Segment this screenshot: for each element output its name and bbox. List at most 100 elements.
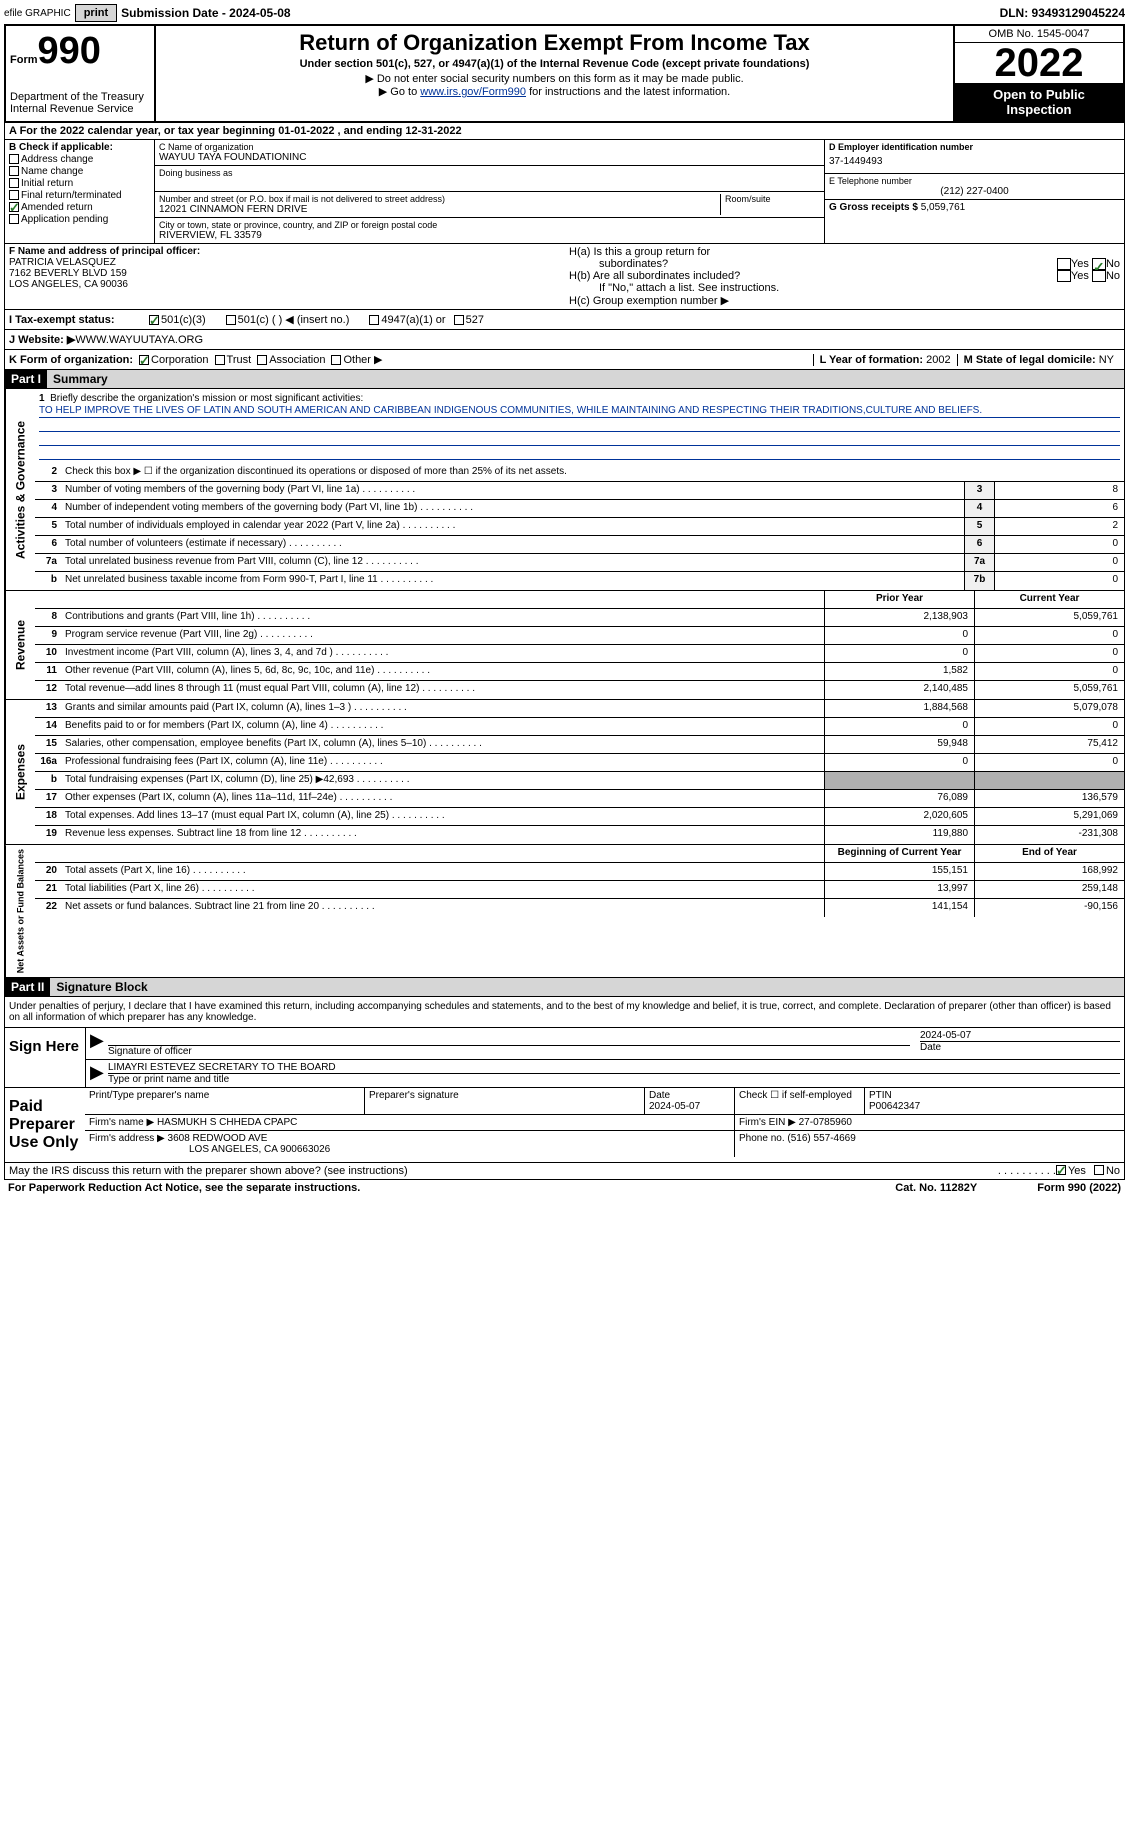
domicile: NY xyxy=(1099,354,1114,366)
chk-4947[interactable] xyxy=(369,315,379,325)
form-subtitle: Under section 501(c), 527, or 4947(a)(1)… xyxy=(160,58,949,70)
sign-here-block: Sign Here ▶Signature of officer2024-05-0… xyxy=(4,1028,1125,1088)
org-name: WAYUU TAYA FOUNDATIONINC xyxy=(159,152,820,163)
dept-treasury: Department of the Treasury xyxy=(10,91,150,103)
current-year-hdr: Current Year xyxy=(974,591,1124,608)
summary-row: 8 Contributions and grants (Part VIII, l… xyxy=(35,609,1124,627)
chk-trust[interactable] xyxy=(215,355,225,365)
print-button[interactable]: print xyxy=(75,4,117,22)
chk-initial[interactable]: Initial return xyxy=(9,178,150,189)
firm-name-label: Firm's name ▶ xyxy=(89,1117,154,1128)
ptin-label: PTIN xyxy=(869,1090,892,1101)
summary-row: 12 Total revenue—add lines 8 through 11 … xyxy=(35,681,1124,699)
firm-addr2: LOS ANGELES, CA 900663026 xyxy=(189,1144,330,1155)
line-2: Check this box ▶ ☐ if the organization d… xyxy=(61,464,1124,481)
hb-label: H(b) Are all subordinates included? xyxy=(569,270,740,282)
discuss-no[interactable] xyxy=(1094,1165,1104,1175)
activities-section: Activities & Governance 1 Briefly descri… xyxy=(4,389,1125,591)
tax-year: 2022 xyxy=(955,43,1123,83)
print-name-label: Print/Type preparer's name xyxy=(85,1088,365,1114)
hc-label: H(c) Group exemption number ▶ xyxy=(569,294,1120,307)
paid-preparer-block: Paid Preparer Use Only Print/Type prepar… xyxy=(4,1088,1125,1163)
hb-note: If "No," attach a list. See instructions… xyxy=(599,282,1120,294)
type-name-label: Type or print name and title xyxy=(108,1074,1120,1085)
mission-label: Briefly describe the organization's miss… xyxy=(50,393,363,404)
ha-no[interactable] xyxy=(1092,258,1106,270)
summary-row: 13 Grants and similar amounts paid (Part… xyxy=(35,700,1124,718)
domicile-label: M State of legal domicile: xyxy=(964,354,1096,366)
org-name-label: C Name of organization xyxy=(159,142,820,152)
box-d: D Employer identification number37-14494… xyxy=(824,140,1124,243)
summary-row: 10 Investment income (Part VIII, column … xyxy=(35,645,1124,663)
discuss-row: May the IRS discuss this return with the… xyxy=(4,1163,1125,1180)
footer: For Paperwork Reduction Act Notice, see … xyxy=(4,1180,1125,1196)
summary-row: 3 Number of voting members of the govern… xyxy=(35,482,1124,500)
summary-row: 6 Total number of volunteers (estimate i… xyxy=(35,536,1124,554)
chk-501c3[interactable] xyxy=(149,315,159,325)
ptin-value: P00642347 xyxy=(869,1101,920,1112)
form-990-page: efile GRAPHIC print Submission Date - 20… xyxy=(0,0,1129,1200)
city-label: City or town, state or province, country… xyxy=(159,220,820,230)
end-year-hdr: End of Year xyxy=(974,845,1124,862)
box-h: H(a) Is this a group return for subordin… xyxy=(565,244,1124,309)
ha-yes[interactable] xyxy=(1057,258,1071,270)
prior-year-hdr: Prior Year xyxy=(824,591,974,608)
prep-date: 2024-05-07 xyxy=(649,1101,700,1112)
chk-pending[interactable]: Application pending xyxy=(9,214,150,225)
summary-row: 16a Professional fundraising fees (Part … xyxy=(35,754,1124,772)
date-label: Date xyxy=(920,1042,1120,1053)
mission-box: 1 Briefly describe the organization's mi… xyxy=(35,389,1124,464)
form-header: Form990 Department of the Treasury Inter… xyxy=(4,24,1125,123)
hb-yes[interactable] xyxy=(1057,270,1071,282)
irs-label: Internal Revenue Service xyxy=(10,103,150,115)
chk-name[interactable]: Name change xyxy=(9,166,150,177)
box-f: F Name and address of principal officer:… xyxy=(5,244,565,309)
firm-addr1: 3608 REDWOOD AVE xyxy=(168,1133,268,1144)
tax-status-label: I Tax-exempt status: xyxy=(9,314,149,326)
summary-row: 18 Total expenses. Add lines 13–17 (must… xyxy=(35,808,1124,826)
open-to-public: Open to Public Inspection xyxy=(955,83,1123,121)
topbar: efile GRAPHIC print Submission Date - 20… xyxy=(4,4,1125,22)
gross-label: G Gross receipts $ xyxy=(829,202,918,213)
dba-label: Doing business as xyxy=(159,168,820,178)
gross-value: 5,059,761 xyxy=(921,202,966,213)
discuss-yes[interactable] xyxy=(1056,1165,1066,1175)
begin-year-hdr: Beginning of Current Year xyxy=(824,845,974,862)
summary-row: b Total fundraising expenses (Part IX, c… xyxy=(35,772,1124,790)
chk-address[interactable]: Address change xyxy=(9,154,150,165)
side-net-assets: Net Assets or Fund Balances xyxy=(5,845,35,977)
irs-link[interactable]: www.irs.gov/Form990 xyxy=(420,86,526,98)
chk-final[interactable]: Final return/terminated xyxy=(9,190,150,201)
section-fh: F Name and address of principal officer:… xyxy=(4,244,1125,310)
chk-501c[interactable] xyxy=(226,315,236,325)
efile-label: efile GRAPHIC xyxy=(4,8,71,19)
officer-label: F Name and address of principal officer: xyxy=(9,246,561,257)
phone-label: E Telephone number xyxy=(829,176,1120,186)
form-word: Form xyxy=(10,54,38,66)
side-activities: Activities & Governance xyxy=(5,389,35,590)
summary-row: 4 Number of independent voting members o… xyxy=(35,500,1124,518)
firm-ein: 27-0785960 xyxy=(799,1117,852,1128)
arrow-icon: ▶ xyxy=(90,1062,108,1085)
chk-amended[interactable]: Amended return xyxy=(9,202,150,213)
chk-assoc[interactable] xyxy=(257,355,267,365)
summary-row: 15 Salaries, other compensation, employe… xyxy=(35,736,1124,754)
chk-527[interactable] xyxy=(454,315,464,325)
summary-row: 19 Revenue less expenses. Subtract line … xyxy=(35,826,1124,844)
box-b: B Check if applicable: Address change Na… xyxy=(5,140,155,243)
firm-addr-label: Firm's address ▶ xyxy=(89,1133,165,1144)
sig-officer-label: Signature of officer xyxy=(108,1046,910,1057)
chk-corp[interactable] xyxy=(139,355,149,365)
part-ii-header: Part II Signature Block xyxy=(4,978,1125,997)
hb-no[interactable] xyxy=(1092,270,1106,282)
paid-preparer-label: Paid Preparer Use Only xyxy=(5,1088,85,1162)
part-ii-num: Part II xyxy=(5,978,50,996)
officer-name: PATRICIA VELASQUEZ xyxy=(9,257,561,268)
summary-row: 20 Total assets (Part X, line 16) 155,15… xyxy=(35,863,1124,881)
addr-label: Number and street (or P.O. box if mail i… xyxy=(159,194,720,204)
phone-value: (212) 227-0400 xyxy=(829,186,1120,197)
chk-other[interactable] xyxy=(331,355,341,365)
room-label: Room/suite xyxy=(725,194,820,204)
expenses-section: Expenses 13 Grants and similar amounts p… xyxy=(4,700,1125,845)
year-formation-label: L Year of formation: xyxy=(820,354,924,366)
